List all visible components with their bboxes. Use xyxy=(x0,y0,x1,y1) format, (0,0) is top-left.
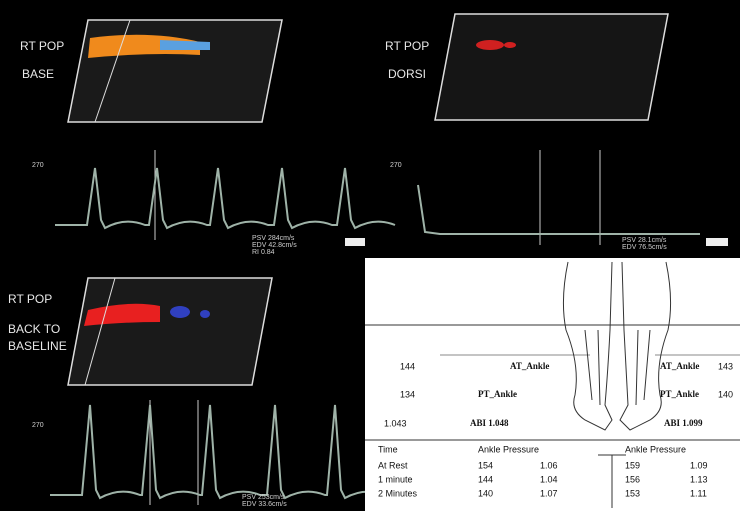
table-header: Time xyxy=(378,444,398,454)
table-cell: 2 Minutes xyxy=(378,488,418,498)
label: BACK TO xyxy=(8,322,60,336)
label: BASELINE xyxy=(8,339,67,353)
flow xyxy=(200,310,210,318)
readout: PSV 28.1cm/s xyxy=(622,237,667,244)
value: 144 xyxy=(400,361,415,371)
table-header: Ankle Pressure xyxy=(478,444,539,454)
table-cell: 153 xyxy=(625,488,640,498)
abi-panel: 144 AT_Ankle 134 PT_Ankle 1.043 ABI 1.04… xyxy=(365,258,740,511)
table-cell: 156 xyxy=(625,474,640,484)
indicator xyxy=(706,238,728,246)
readout: RI 0.84 xyxy=(252,249,275,256)
table-cell: 1.09 xyxy=(690,460,708,470)
label: AT_Ankle xyxy=(660,361,699,371)
label: ABI 1.099 xyxy=(664,418,703,428)
label: RT POP xyxy=(20,39,64,53)
table-cell: 1.06 xyxy=(540,460,558,470)
abi-background xyxy=(365,258,740,511)
table-cell: 1.11 xyxy=(690,488,707,498)
readout: EDV 76.5cm/s xyxy=(622,244,667,251)
value: 1.043 xyxy=(384,418,407,428)
flow xyxy=(476,40,504,50)
flow xyxy=(170,306,190,318)
label: PT_Ankle xyxy=(660,389,699,399)
label: DORSI xyxy=(388,67,426,81)
label: BASE xyxy=(22,67,54,81)
scale: 270 xyxy=(32,162,44,169)
table-cell: 1.07 xyxy=(540,488,558,498)
label: RT POP xyxy=(385,39,429,53)
indicator xyxy=(345,238,365,246)
table-cell: 159 xyxy=(625,460,640,470)
readout: EDV 33.6cm/s xyxy=(242,501,287,508)
value: 140 xyxy=(718,389,733,399)
flow xyxy=(504,42,516,48)
table-cell: 154 xyxy=(478,460,493,470)
color-box xyxy=(68,278,272,385)
table-cell: 144 xyxy=(478,474,493,484)
color-box xyxy=(435,14,668,120)
table-cell: At Rest xyxy=(378,460,408,470)
table-cell: 1.13 xyxy=(690,474,708,484)
readout: EDV 42.8cm/s xyxy=(252,242,297,249)
value: 134 xyxy=(400,389,415,399)
table-cell: 140 xyxy=(478,488,493,498)
label: AT_Ankle xyxy=(510,361,549,371)
scale: 270 xyxy=(32,422,44,429)
table-cell: 1 minute xyxy=(378,474,413,484)
readout: PSV 253cm/s xyxy=(242,494,285,501)
label: ABI 1.048 xyxy=(470,418,509,428)
scale: 270 xyxy=(390,162,402,169)
ultrasound-composite: RT POP BASE 270 PSV 284cm/s EDV 42.8cm/s… xyxy=(0,0,740,511)
readout: PSV 284cm/s xyxy=(252,235,295,242)
value: 143 xyxy=(718,361,733,371)
label: PT_Ankle xyxy=(478,389,517,399)
label: RT POP xyxy=(8,292,52,306)
table-cell: 1.04 xyxy=(540,474,558,484)
table-header: Ankle Pressure xyxy=(625,444,686,454)
